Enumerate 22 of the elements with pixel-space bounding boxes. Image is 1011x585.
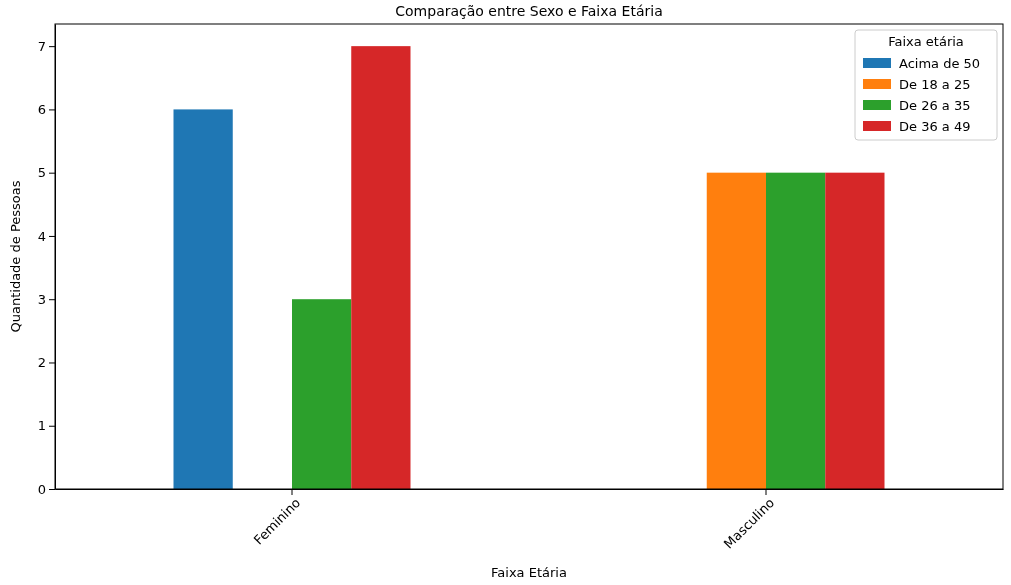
bar <box>766 172 826 489</box>
legend-title: Faixa etária <box>888 34 964 49</box>
legend-label: Acima de 50 <box>899 56 981 71</box>
y-tick-label: 4 <box>37 228 46 244</box>
y-tick-label: 1 <box>37 418 46 434</box>
bar <box>706 172 766 489</box>
y-tick-label: 0 <box>37 481 46 497</box>
legend-label: De 18 a 25 <box>899 77 971 92</box>
bar <box>292 299 352 489</box>
x-axis-title: Faixa Etária <box>491 565 567 580</box>
bar <box>825 172 885 489</box>
legend-label: De 36 a 49 <box>899 119 971 134</box>
y-tick-label: 2 <box>37 355 46 371</box>
y-tick-label: 5 <box>37 165 46 181</box>
y-tick-label: 3 <box>37 291 46 307</box>
y-tick-label: 6 <box>37 102 46 118</box>
y-tick-label: 7 <box>37 38 46 54</box>
y-axis-title: Quantidade de Pessoas <box>8 180 23 333</box>
legend-label: De 26 a 35 <box>899 98 971 113</box>
bar <box>351 46 411 489</box>
bar <box>173 109 233 489</box>
chart-title: Comparação entre Sexo e Faixa Etária <box>395 3 663 19</box>
